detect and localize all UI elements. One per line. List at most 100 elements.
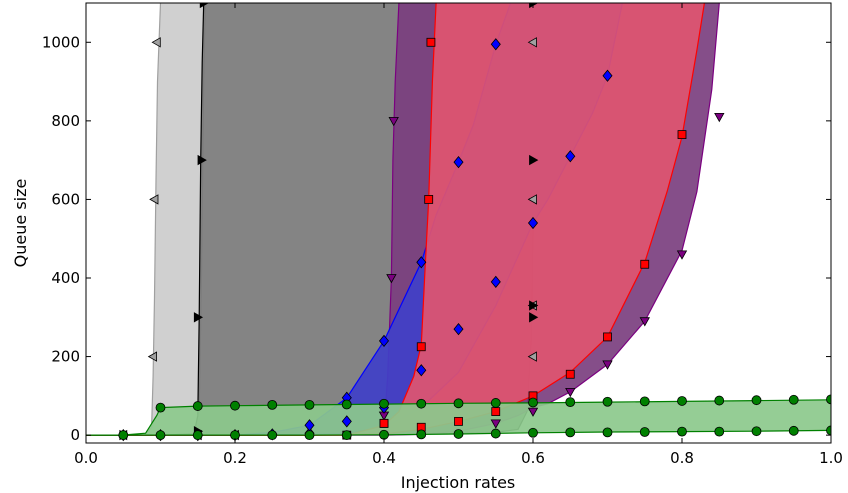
marker-triangle-left [149, 194, 159, 205]
marker-triangle-down [602, 360, 613, 370]
marker-triangle-right [529, 154, 539, 166]
marker-square [603, 332, 612, 342]
marker-triangle-right [199, 3, 210, 9]
marker-square [565, 369, 575, 379]
marker-triangle-down [714, 113, 725, 123]
marker-triangle-down [388, 117, 399, 127]
marker-diamond [416, 256, 427, 269]
marker-diamond [490, 275, 501, 289]
marker-circle [304, 399, 315, 410]
marker-circle [304, 430, 315, 441]
marker-diamond [565, 150, 576, 163]
x-tick-label: 1.0 [819, 449, 843, 467]
marker-circle [118, 430, 129, 441]
x-axis-label: Injection rates [401, 473, 516, 492]
marker-circle [677, 426, 687, 437]
marker-triangle-right [193, 312, 204, 323]
marker-circle [528, 427, 538, 438]
marker-circle [267, 430, 278, 441]
x-tick-label: 0.2 [223, 449, 247, 467]
marker-circle [453, 429, 464, 439]
marker-square [640, 259, 650, 269]
marker-diamond [453, 322, 464, 336]
marker-triangle-down [676, 250, 688, 260]
y-axis: 0 200 400 600 800 1000 [42, 33, 831, 444]
marker-circle [192, 401, 203, 411]
marker-triangle-left [527, 351, 537, 362]
marker-circle [639, 427, 650, 437]
marker-circle [416, 398, 427, 409]
marker-circle [639, 396, 650, 407]
marker-circle [528, 397, 538, 408]
x-tick-label: 0.0 [74, 449, 98, 467]
marker-circle [751, 426, 762, 437]
marker-triangle-down [490, 419, 501, 429]
y-tick-label: 400 [51, 269, 80, 287]
marker-triangle-down [639, 317, 650, 327]
marker-square [426, 37, 436, 47]
x-axis: 0.0 0.2 0.4 0.6 0.8 1.0 [74, 3, 843, 467]
marker-diamond [416, 364, 427, 377]
marker-circle [192, 430, 203, 441]
marker-diamond [453, 155, 464, 169]
marker-circle [490, 398, 501, 408]
band-area-square [86, 3, 705, 436]
marker-triangle-right [529, 300, 539, 311]
marker-diamond [490, 38, 501, 51]
marker-circle [155, 402, 166, 413]
y-tick-label: 200 [51, 348, 80, 366]
marker-triangle-left [151, 37, 161, 48]
marker-circle [788, 394, 799, 405]
band-upper-line-triangle-left [86, 3, 162, 436]
marker-circle [341, 399, 352, 410]
marker-circle [155, 430, 166, 441]
marker-circle [416, 429, 427, 440]
bands-layer [86, 3, 831, 436]
marker-circle [230, 400, 240, 411]
marker-triangle-right [197, 154, 207, 166]
marker-triangle-left [527, 37, 537, 48]
marker-circle [565, 397, 576, 408]
y-tick-label: 0 [70, 426, 80, 444]
marker-circle [677, 396, 687, 406]
marker-circle [714, 395, 725, 406]
x-tick-label: 0.4 [372, 449, 396, 467]
marker-triangle-down [386, 274, 397, 284]
marker-triangle-left [527, 194, 537, 205]
marker-square [379, 418, 389, 428]
y-axis-label: Queue size [11, 179, 30, 268]
marker-circle [379, 429, 389, 440]
marker-circle [602, 427, 613, 438]
marker-circle [826, 425, 831, 436]
marker-circle [490, 428, 501, 439]
x-tick-label: 0.8 [670, 449, 694, 467]
y-tick-label: 600 [51, 190, 80, 208]
x-tick-label: 0.6 [521, 449, 545, 467]
marker-diamond [602, 69, 613, 82]
y-tick-label: 1000 [42, 33, 80, 51]
marker-circle [714, 426, 725, 437]
marker-circle [751, 395, 762, 406]
marker-diamond [378, 334, 390, 348]
marker-circle [453, 398, 464, 409]
marker-square [454, 416, 463, 426]
marker-triangle-left [147, 351, 158, 362]
markers-layer [117, 3, 831, 442]
marker-triangle-down [527, 407, 539, 417]
marker-circle [379, 398, 389, 409]
marker-diamond [527, 216, 539, 230]
marker-triangle-right [529, 312, 539, 323]
marker-square [491, 407, 501, 416]
marker-triangle-down [565, 387, 576, 398]
marker-circle [602, 396, 613, 407]
marker-square [416, 342, 426, 352]
marker-circle [826, 394, 831, 405]
marker-square [424, 195, 434, 204]
marker-circle [341, 430, 352, 441]
marker-circle [788, 425, 799, 436]
plot-frame [85, 2, 832, 444]
y-tick-label: 800 [51, 112, 80, 130]
marker-square [677, 130, 687, 140]
marker-circle [267, 399, 278, 410]
